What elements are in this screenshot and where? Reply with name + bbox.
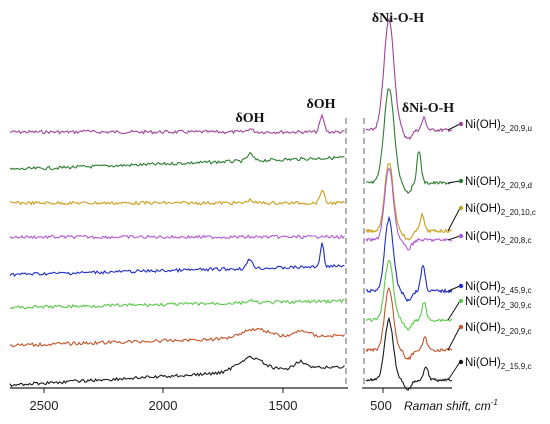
x-tick-label: 2500 (30, 398, 59, 413)
x-tick-marks (43, 388, 384, 393)
left-panel-traces (9, 113, 345, 388)
series-label-pointer (447, 326, 461, 351)
series-label: Ni(OH)2_45,9,c (465, 281, 531, 295)
series-trace-left (9, 234, 345, 240)
series-label-marker (458, 298, 464, 304)
series-label: Ni(OH)2_15,9,c (465, 357, 531, 371)
x-tick-label: 500 (370, 398, 392, 413)
series-trace-left (9, 242, 345, 277)
series-label-pointer (447, 180, 461, 184)
right-panel-traces (365, 17, 453, 391)
series-labels: Ni(OH)2_20,9,u Ni(OH)2_20,9,d Ni(OH)2_20,1… (447, 119, 536, 381)
series-trace-right (365, 286, 453, 361)
peak-annotation: δNi-O-H (372, 11, 424, 26)
series-trace-left (9, 298, 345, 310)
series-trace-left (9, 189, 345, 206)
series-trace-left (9, 327, 345, 348)
series-label-marker (458, 205, 464, 211)
series-label-marker (458, 359, 464, 365)
series-label: Ni(OH)2_20,8,c (465, 231, 531, 245)
series-trace-right (365, 17, 453, 140)
series-label-pointer (447, 285, 461, 292)
series-label-pointer (447, 207, 461, 232)
series-label-pointer (447, 300, 461, 321)
series-label-marker (458, 233, 464, 239)
series-label: Ni(OH)2_20,9,u (465, 119, 532, 133)
series-label: Ni(OH)2_20,9,d (465, 176, 532, 190)
series-label: Ni(OH)2_30,9,c (465, 296, 531, 310)
series-trace-right (365, 215, 453, 303)
series-trace-left (9, 113, 345, 135)
series-label-pointer (447, 235, 461, 241)
series-trace-right (365, 167, 453, 251)
x-tick-label: 1500 (269, 398, 298, 413)
series-label-marker (458, 121, 464, 127)
series-label-pointer (447, 123, 461, 131)
series-label: Ni(OH)2_20,9,c (465, 322, 531, 336)
series-label-pointer (447, 361, 461, 381)
series-trace-right (365, 88, 453, 194)
x-tick-label: 2000 (149, 398, 178, 413)
series-trace-left (9, 355, 345, 388)
peak-annotation: δNi-O-H (402, 101, 454, 116)
peak-annotation: δOH (235, 111, 264, 126)
series-label-marker (458, 283, 464, 289)
series-label-marker (458, 178, 464, 184)
series-label: Ni(OH)2_20,10,c (465, 203, 536, 217)
x-axis-label: Raman shift, cm-1 (404, 398, 498, 413)
series-label-marker (458, 324, 464, 330)
series-trace-right (365, 259, 453, 331)
series-trace-right (365, 163, 453, 241)
peak-annotation: δOH (306, 97, 335, 112)
series-trace-left (9, 151, 345, 171)
